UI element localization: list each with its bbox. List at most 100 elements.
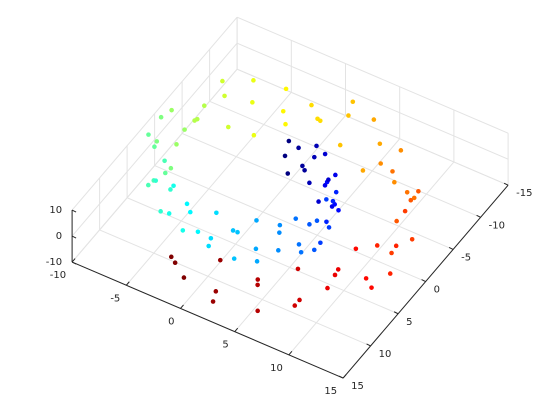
point — [210, 299, 216, 304]
points — [145, 78, 421, 314]
z-tick — [71, 209, 77, 213]
point — [307, 222, 312, 227]
point — [360, 168, 366, 173]
point — [389, 250, 394, 256]
point — [214, 210, 219, 216]
point — [168, 187, 173, 192]
point — [213, 289, 219, 294]
point — [283, 121, 288, 127]
point — [408, 197, 414, 203]
point — [326, 177, 331, 182]
point — [297, 297, 302, 303]
point — [392, 179, 397, 185]
point — [332, 272, 338, 278]
point — [158, 114, 164, 120]
y-tick-label: 15 — [351, 381, 364, 392]
point — [298, 249, 304, 255]
point — [153, 178, 159, 183]
point — [404, 190, 410, 195]
x-tick — [288, 351, 293, 356]
x-tick-label: 0 — [168, 316, 174, 327]
point — [158, 209, 163, 214]
point — [166, 211, 172, 216]
grid-line — [181, 132, 454, 250]
point — [393, 243, 399, 249]
z-tick — [71, 235, 77, 239]
y-tick — [421, 279, 426, 283]
point — [162, 170, 168, 176]
point — [171, 183, 176, 189]
y-tick-label: 5 — [406, 317, 412, 328]
point — [231, 256, 237, 261]
point — [324, 219, 329, 225]
point — [255, 282, 260, 288]
point — [277, 222, 283, 228]
point — [336, 207, 341, 213]
grid-line — [154, 165, 426, 283]
point — [337, 142, 343, 148]
point — [277, 230, 282, 235]
point — [255, 308, 260, 314]
point — [322, 151, 328, 157]
grid-line — [236, 42, 509, 160]
point — [411, 195, 417, 201]
z-tick — [71, 261, 77, 265]
point — [378, 161, 384, 166]
y-tick-label: -5 — [461, 252, 471, 263]
point — [254, 259, 260, 264]
point — [390, 169, 395, 174]
point — [187, 209, 193, 215]
point — [152, 144, 157, 149]
point — [394, 218, 399, 224]
point — [377, 141, 383, 147]
point — [333, 172, 338, 178]
grid-line — [71, 42, 238, 237]
z-tick-label: 0 — [56, 231, 62, 242]
point — [346, 113, 351, 118]
point — [295, 266, 301, 272]
point — [222, 93, 227, 99]
x-tick — [180, 304, 184, 309]
point — [322, 183, 328, 188]
point — [318, 240, 323, 246]
point — [292, 303, 298, 308]
point — [181, 275, 187, 280]
point — [416, 189, 421, 194]
point — [285, 171, 291, 176]
point — [293, 216, 299, 221]
x-tick-label: -5 — [110, 293, 120, 304]
x-tick-label: 5 — [222, 340, 228, 351]
grid-line — [71, 68, 238, 263]
point — [314, 218, 320, 223]
y-tick — [503, 182, 509, 186]
grid-line — [126, 197, 399, 315]
x-tick — [125, 281, 130, 286]
point — [333, 189, 339, 195]
y-tick-label: -10 — [489, 220, 505, 231]
point — [302, 167, 307, 173]
point — [145, 182, 151, 188]
point — [335, 267, 341, 272]
x-tick-label: -10 — [50, 270, 66, 281]
point — [280, 108, 286, 114]
z-tick-label: -10 — [46, 257, 62, 268]
point — [317, 118, 323, 124]
y-tick — [476, 214, 481, 218]
x-tick — [234, 327, 239, 332]
point — [311, 247, 317, 253]
point — [225, 124, 231, 130]
point — [286, 138, 292, 144]
point — [363, 276, 369, 281]
y-tick-label: 0 — [434, 285, 440, 296]
y-tick-label: -15 — [516, 188, 532, 199]
z-tick-label: 10 — [49, 205, 62, 216]
point — [192, 118, 197, 123]
point — [325, 285, 330, 291]
point — [296, 145, 301, 151]
point — [253, 246, 259, 252]
point — [402, 208, 408, 214]
grid-line — [71, 16, 238, 211]
point — [230, 228, 236, 233]
x-tick — [342, 374, 347, 379]
